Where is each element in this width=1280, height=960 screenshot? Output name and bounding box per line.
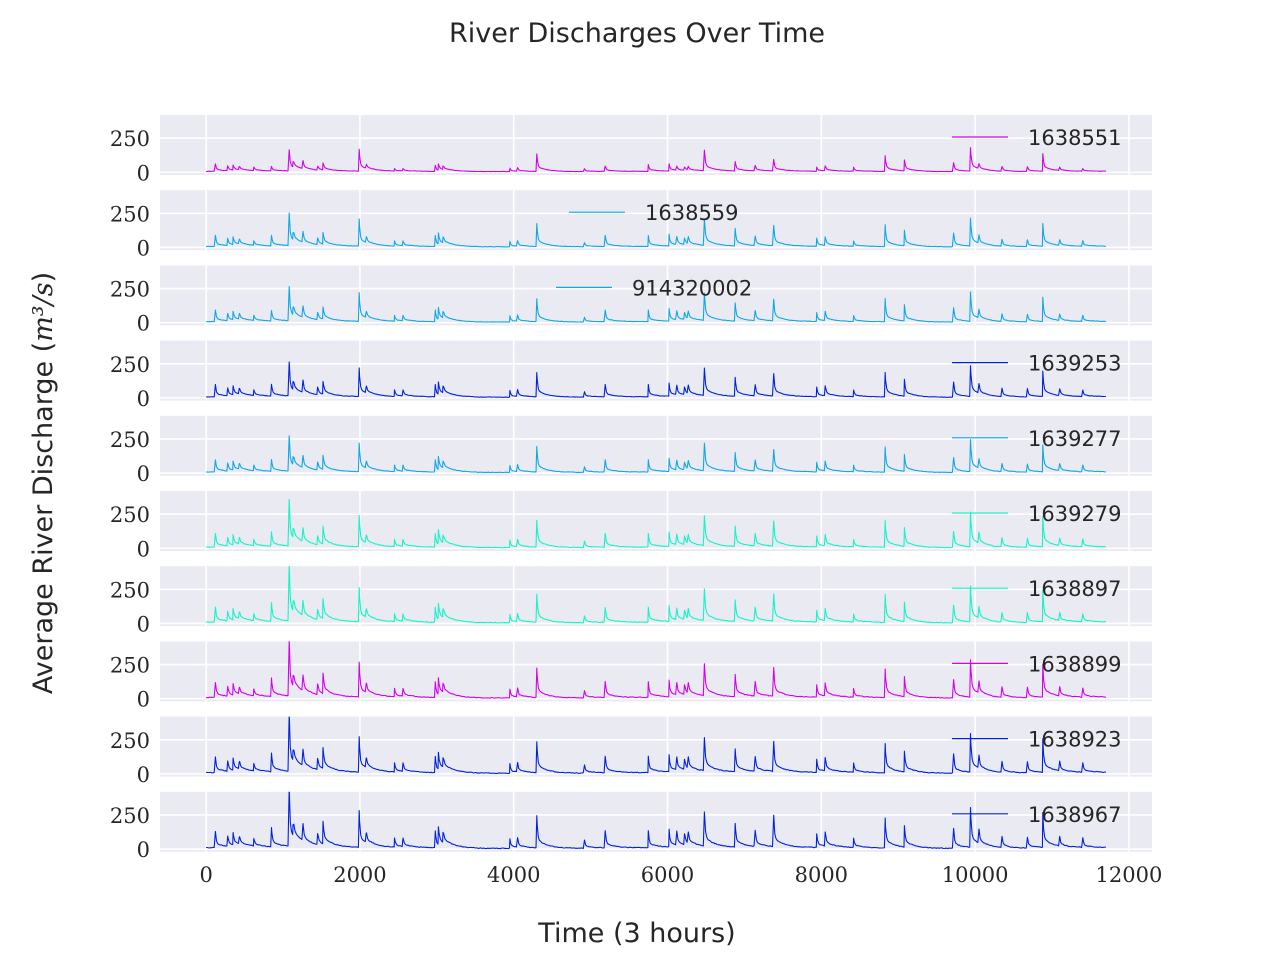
series-line-1639277	[206, 435, 1106, 474]
legend-label-1638559: 1638559	[645, 201, 739, 225]
legend-label-1638899: 1638899	[1028, 652, 1122, 676]
panels-group: 0 250 1638551 0 250 1638559 0 250 914320002 0 250 1…	[110, 115, 1152, 862]
series-line-1639279	[205, 498, 1106, 549]
y-tick-label: 250	[110, 278, 150, 302]
series-line-1638551	[206, 147, 1106, 173]
panel-background	[160, 566, 1152, 627]
y-tick-label: 250	[110, 202, 150, 226]
y-axis-label-close: )	[28, 272, 59, 283]
series-line-1638967	[206, 791, 1106, 850]
y-tick-label: 0	[137, 612, 150, 636]
panel-background	[160, 641, 1152, 702]
y-tick-label: 0	[137, 537, 150, 561]
panel-914320002: 0 250 914320002	[110, 265, 1152, 336]
legend-label-1639253: 1639253	[1028, 352, 1122, 376]
y-axis-label-units: m³/s	[28, 282, 59, 341]
y-tick-label: 250	[110, 353, 150, 377]
y-tick-label: 250	[110, 578, 150, 602]
legend-label-1638897: 1638897	[1028, 577, 1122, 601]
y-tick-label: 250	[110, 654, 150, 678]
panel-1638899: 0 250 1638899	[110, 641, 1152, 712]
y-axis-label: Average River Discharge (m³/s)	[28, 272, 59, 694]
chart-title: River Discharges Over Time	[449, 18, 825, 49]
y-axis-label-text: Average River Discharge (	[28, 342, 59, 694]
legend-label-1638923: 1638923	[1028, 728, 1122, 752]
panel-background	[160, 115, 1152, 175]
series-line-1639253	[206, 361, 1106, 398]
legend-label-1638967: 1638967	[1028, 803, 1122, 827]
x-tick-label: 12000	[1096, 863, 1163, 887]
x-tick-label: 10000	[942, 863, 1009, 887]
x-axis-label: Time (3 hours)	[537, 918, 735, 949]
y-tick-label: 0	[137, 688, 150, 712]
panel-background	[160, 716, 1152, 777]
y-tick-label: 250	[110, 804, 150, 828]
panel-background	[160, 791, 1152, 852]
legend-label-1638551: 1638551	[1028, 126, 1122, 150]
panel-1638551: 0 250 1638551	[110, 115, 1152, 185]
legend-label-914320002: 914320002	[632, 276, 752, 300]
panel-1638897: 0 250 1638897	[110, 566, 1152, 636]
y-tick-label: 0	[137, 763, 150, 787]
panel-1638923: 0 250 1638923	[110, 716, 1152, 787]
panel-background	[160, 491, 1152, 551]
y-tick-label: 0	[137, 838, 150, 862]
x-axis-ticks: 0 2000 4000 6000 8000 10000 12000	[199, 863, 1162, 887]
x-tick-label: 4000	[487, 863, 540, 887]
panel-1638559: 0 250 1638559	[110, 190, 1152, 260]
y-tick-label: 0	[137, 236, 150, 260]
x-tick-label: 2000	[333, 863, 386, 887]
series-line-1638559	[206, 212, 1106, 248]
y-tick-label: 250	[110, 503, 150, 527]
series-line-914320002	[206, 285, 1106, 323]
y-tick-label: 0	[137, 387, 150, 411]
series-line-1638897	[206, 566, 1106, 624]
y-tick-label: 0	[137, 161, 150, 185]
panel-1639279: 0 250 1639279	[110, 491, 1152, 561]
y-tick-label: 250	[110, 729, 150, 753]
series-line-1638923	[206, 716, 1106, 775]
legend-label-1639277: 1639277	[1028, 427, 1122, 451]
legend-label-1639279: 1639279	[1028, 502, 1122, 526]
y-tick-label: 0	[137, 462, 150, 486]
y-tick-label: 0	[137, 312, 150, 336]
y-tick-label: 250	[110, 428, 150, 452]
series-line-1638899	[205, 641, 1106, 699]
panel-1639253: 0 250 1639253	[110, 340, 1152, 411]
panel-1638967: 0 250 1638967	[110, 791, 1152, 862]
x-tick-label: 0	[199, 863, 212, 887]
y-tick-label: 250	[110, 127, 150, 151]
x-tick-label: 6000	[641, 863, 694, 887]
panel-1639277: 0 250 1639277	[110, 415, 1152, 486]
x-tick-label: 8000	[795, 863, 848, 887]
